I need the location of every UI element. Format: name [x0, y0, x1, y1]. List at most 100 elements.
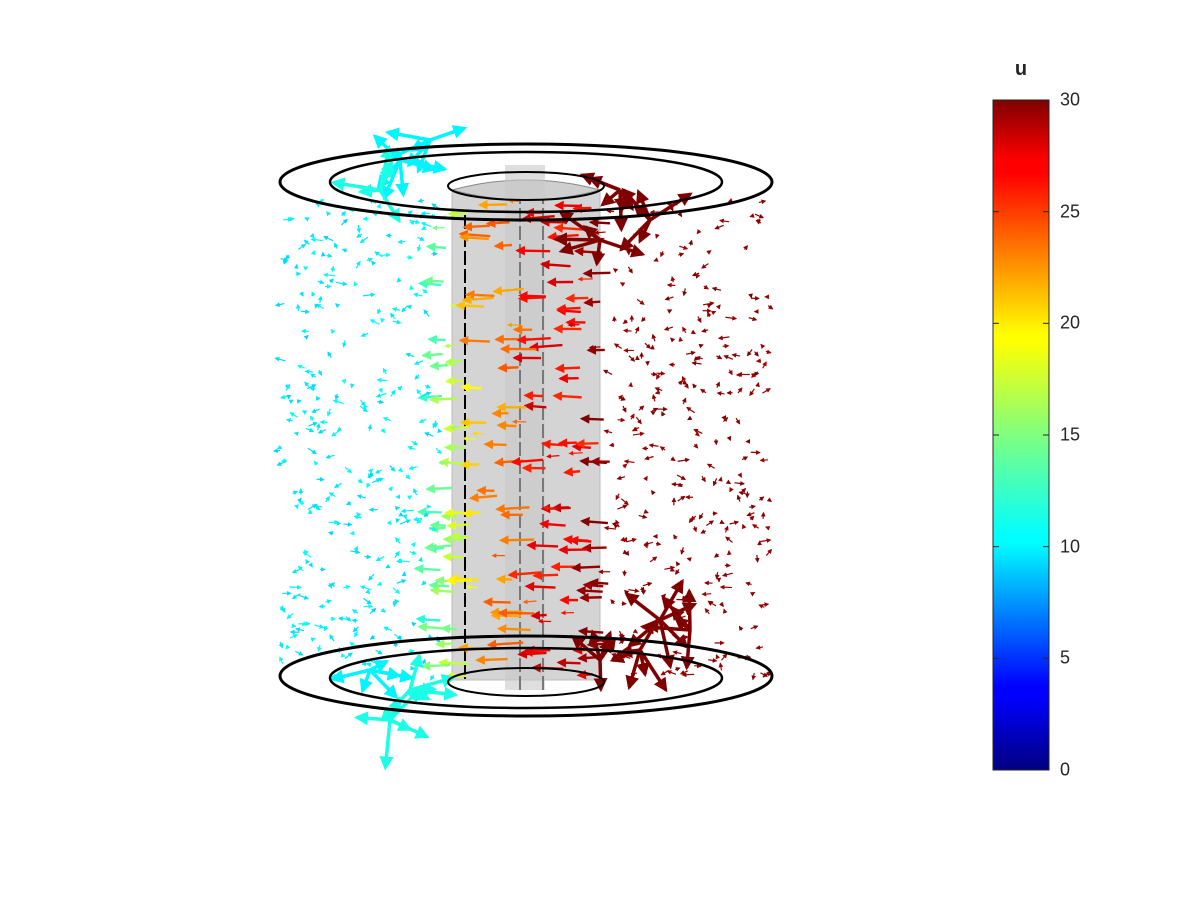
quiver-arrow — [591, 222, 610, 223]
quiver-arrow — [293, 491, 298, 493]
quiver-arrow — [757, 555, 758, 562]
quiver-arrow — [415, 361, 423, 364]
quiver-arrow — [376, 650, 382, 654]
quiver-arrow — [705, 609, 709, 614]
quiver-arrow — [661, 447, 666, 450]
quiver-arrow — [336, 394, 337, 399]
quiver-arrow — [294, 433, 297, 434]
quiver-arrow — [681, 671, 688, 674]
quiver-arrow — [391, 390, 395, 396]
quiver-arrow — [766, 527, 769, 528]
quiver-arrow — [305, 382, 309, 386]
quiver-arrow — [393, 321, 401, 323]
quiver-arrow — [641, 588, 644, 592]
quiver-arrow — [463, 438, 476, 439]
quiver-arrow — [616, 494, 619, 500]
quiver-arrow — [398, 241, 404, 242]
quiver-arrow — [312, 234, 313, 236]
quiver-arrow — [617, 477, 624, 479]
quiver-arrow — [329, 532, 333, 533]
quiver-arrow — [635, 631, 637, 633]
quiver-arrow — [717, 572, 718, 579]
quiver-arrow — [619, 640, 624, 643]
quiver-arrow — [290, 413, 297, 417]
quiver-arrow — [440, 662, 469, 663]
quiver-arrow — [306, 335, 308, 337]
quiver-arrow — [763, 362, 767, 368]
quiver-arrow — [377, 556, 384, 560]
quiver-arrow — [569, 453, 582, 454]
quiver-arrow — [312, 409, 319, 412]
quiver-arrow — [391, 313, 395, 318]
quiver-arrow — [295, 651, 302, 655]
quiver-arrow — [355, 631, 358, 637]
quiver-arrow — [361, 586, 371, 589]
quiver-arrow — [377, 401, 383, 402]
quiver-arrow — [329, 583, 331, 588]
quiver-arrow — [431, 590, 454, 592]
quiver-arrow — [451, 427, 462, 428]
quiver-arrow — [362, 663, 371, 664]
quiver-arrow — [341, 655, 344, 656]
quiver-arrow — [715, 225, 723, 228]
colorbar-tick-label: 15 — [1060, 425, 1080, 446]
quiver-arrow — [720, 220, 729, 221]
quiver-arrow — [417, 390, 421, 395]
quiver-arrow — [629, 356, 635, 361]
quiver-arrow — [636, 417, 641, 424]
quiver-arrow — [276, 304, 285, 306]
quiver-arrow — [299, 595, 308, 598]
quiver-arrow — [477, 659, 507, 660]
quiver-arrow — [367, 483, 369, 487]
quiver-arrow — [280, 642, 282, 648]
quiver-arrow — [650, 557, 656, 562]
quiver-arrow — [702, 594, 711, 595]
quiver-arrow — [645, 512, 648, 513]
quiver-arrow — [558, 308, 580, 309]
quiver-arrow — [495, 245, 512, 246]
quiver-arrow — [747, 350, 752, 356]
quiver-arrow — [689, 591, 690, 630]
quiver-arrow — [693, 384, 696, 387]
quiver-arrow — [356, 262, 360, 269]
quiver-arrow — [499, 367, 518, 368]
quiver-arrow — [749, 506, 755, 507]
quiver-arrow — [425, 433, 433, 436]
quiver-arrow — [633, 428, 639, 431]
quiver-arrow — [390, 720, 410, 729]
quiver-arrow — [702, 264, 708, 269]
quiver-arrow — [429, 339, 445, 340]
quiver-arrow — [712, 311, 715, 313]
quiver-arrow — [686, 352, 695, 354]
quiver-arrow — [525, 652, 544, 653]
quiver-arrow — [422, 289, 427, 292]
quiver-arrow — [683, 398, 685, 404]
quiver-arrow — [422, 223, 431, 227]
quiver-arrow — [747, 513, 754, 516]
quiver-arrow — [595, 232, 606, 233]
quiver-arrow — [743, 525, 744, 529]
quiver-arrow — [333, 183, 380, 190]
quiver-arrow — [426, 546, 452, 548]
quiver-arrow — [415, 375, 419, 379]
colorbar-tick-label: 5 — [1060, 648, 1070, 669]
quiver-arrow — [393, 588, 400, 594]
quiver-arrow — [422, 581, 426, 584]
quiver-arrow — [716, 655, 717, 657]
quiver-arrow — [621, 499, 628, 505]
quiver-arrow — [650, 445, 659, 446]
quiver-arrow — [492, 615, 521, 616]
quiver-arrow — [739, 626, 741, 630]
quiver-arrow — [723, 418, 727, 422]
quiver-arrow — [621, 399, 623, 400]
quiver-arrow — [330, 493, 336, 497]
quiver-arrow — [381, 610, 385, 612]
quiver-arrow — [424, 513, 429, 516]
quiver-arrow — [558, 662, 580, 663]
quiver-arrow — [452, 536, 469, 537]
quiver-arrow — [425, 385, 430, 387]
quiver-arrow — [289, 587, 301, 588]
quiver-arrow — [694, 357, 697, 360]
quiver-arrow — [708, 660, 716, 661]
quiver-arrow — [556, 205, 581, 206]
